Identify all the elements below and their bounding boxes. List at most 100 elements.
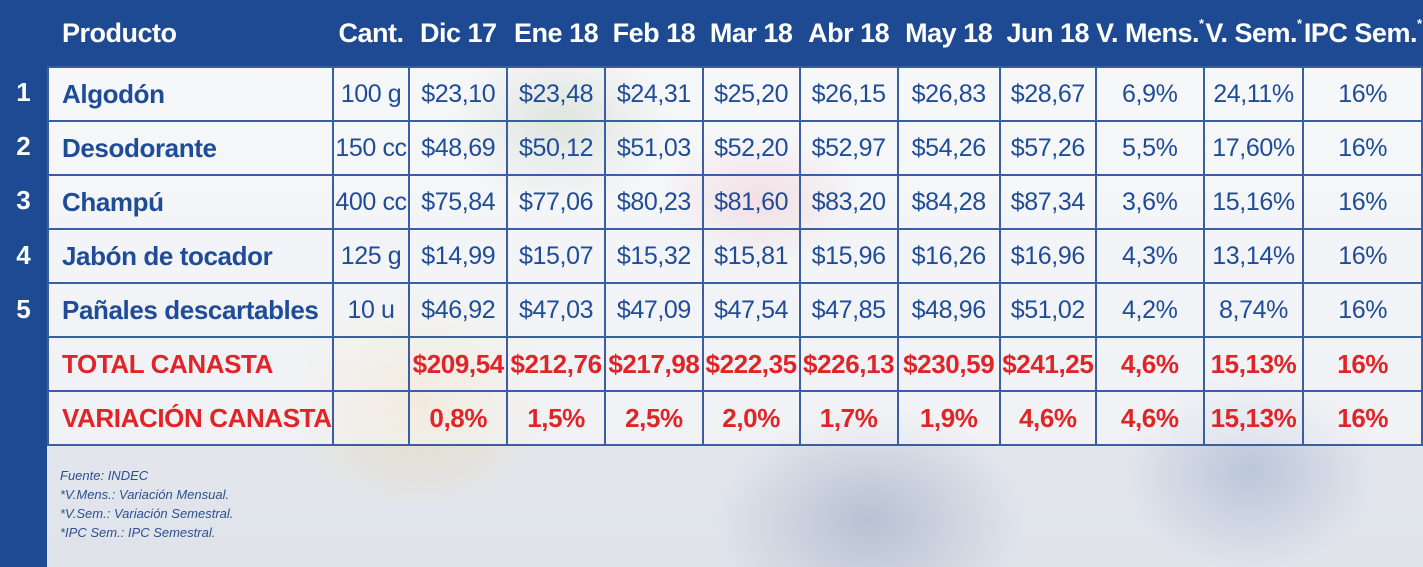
quantity-cell: 150 cc <box>331 120 411 176</box>
price-cell: $16,26 <box>896 228 1001 284</box>
variation-cell: 2,0% <box>701 390 801 446</box>
price-cell: $15,81 <box>701 228 801 284</box>
variation-cell: 1,5% <box>505 390 607 446</box>
footnote-source: Fuente: INDEC <box>60 468 149 483</box>
product-name: Pañales descartables <box>47 282 334 338</box>
v-sem-cell: 15,13% <box>1202 336 1305 392</box>
price-cell: $52,20 <box>701 120 801 176</box>
price-cell: $28,67 <box>998 66 1097 122</box>
table-row: Champú 400 cc $75,84 $77,06 $80,23 $81,6… <box>47 174 1423 230</box>
quantity-cell <box>331 336 411 392</box>
footnote-v-mens: *V.Mens.: Variación Mensual. <box>60 487 230 502</box>
price-cell: $50,12 <box>505 120 607 176</box>
table-row: Pañales descartables 10 u $46,92 $47,03 … <box>47 282 1423 338</box>
total-cell: $209,54 <box>408 336 508 392</box>
v-sem-cell: 24,11% <box>1202 66 1305 122</box>
v-mens-cell: 3,6% <box>1094 174 1205 230</box>
column-header-ipc-sem: IPC Sem.* <box>1303 15 1422 48</box>
price-cell: $26,15 <box>798 66 899 122</box>
price-cell: $23,10 <box>408 66 508 122</box>
ipc-sem-cell: 16% <box>1302 120 1423 176</box>
price-cell: $15,96 <box>798 228 899 284</box>
price-cell: $16,96 <box>998 228 1097 284</box>
price-cell: $48,69 <box>408 120 508 176</box>
price-cell: $47,54 <box>701 282 801 338</box>
variation-cell: 2,5% <box>604 390 704 446</box>
price-cell: $87,34 <box>998 174 1097 230</box>
row-number: 1 <box>16 77 31 107</box>
row-number: 4 <box>16 240 31 270</box>
price-cell: $15,32 <box>604 228 704 284</box>
v-sem-cell: 15,13% <box>1202 390 1305 446</box>
price-cell: $46,92 <box>408 282 508 338</box>
table-row: Desodorante 150 cc $48,69 $50,12 $51,03 … <box>47 120 1423 176</box>
variation-cell: 0,8% <box>408 390 508 446</box>
v-mens-cell: 4,3% <box>1094 228 1205 284</box>
column-header-v-sem: V. Sem.* <box>1205 15 1302 48</box>
footnote-v-sem: *V.Sem.: Variación Semestral. <box>60 506 234 521</box>
price-cell: $25,20 <box>701 66 801 122</box>
left-band <box>0 0 47 567</box>
price-cell: $57,26 <box>998 120 1097 176</box>
quantity-cell: 100 g <box>331 66 411 122</box>
price-table: Producto Cant. Dic 17 Ene 18 Feb 18 Mar … <box>47 0 1423 446</box>
v-mens-cell: 4,6% <box>1094 336 1205 392</box>
price-cell: $51,02 <box>998 282 1097 338</box>
variation-cell: 1,9% <box>896 390 1001 446</box>
column-header-producto: Producto <box>62 17 177 48</box>
price-cell: $14,99 <box>408 228 508 284</box>
price-cell: $84,28 <box>896 174 1001 230</box>
ipc-sem-cell: 16% <box>1302 282 1423 338</box>
total-cell: $217,98 <box>604 336 704 392</box>
quantity-cell: 10 u <box>331 282 411 338</box>
price-cell: $26,83 <box>896 66 1001 122</box>
quantity-cell: 400 cc <box>331 174 411 230</box>
footnote-ipc-sem: *IPC Sem.: IPC Semestral. <box>60 525 216 540</box>
ipc-sem-cell: 16% <box>1302 336 1423 392</box>
product-name: Desodorante <box>47 120 334 176</box>
price-cell: $15,07 <box>505 228 607 284</box>
price-cell: $24,31 <box>604 66 704 122</box>
total-cell: $212,76 <box>505 336 607 392</box>
price-cell: $47,85 <box>798 282 899 338</box>
price-cell: $47,09 <box>604 282 704 338</box>
price-cell: $47,03 <box>505 282 607 338</box>
footnotes: Fuente: INDEC *V.Mens.: Variación Mensua… <box>60 466 233 542</box>
price-cell: $75,84 <box>408 174 508 230</box>
column-header-cant: Cant. <box>338 17 404 48</box>
ipc-sem-cell: 16% <box>1302 66 1423 122</box>
ipc-sem-cell: 16% <box>1302 390 1423 446</box>
v-mens-cell: 5,5% <box>1094 120 1205 176</box>
price-cell: $77,06 <box>505 174 607 230</box>
column-header-dic17: Dic 17 <box>419 17 497 48</box>
table-row: Algodón 100 g $23,10 $23,48 $24,31 $25,2… <box>47 66 1423 122</box>
price-cell: $80,23 <box>604 174 704 230</box>
column-header-jun18: Jun 18 <box>1006 17 1090 48</box>
v-mens-cell: 6,9% <box>1094 66 1205 122</box>
header-band <box>0 0 1423 66</box>
total-cell: $230,59 <box>896 336 1001 392</box>
v-sem-cell: 15,16% <box>1202 174 1305 230</box>
column-header-abr18: Abr 18 <box>808 17 890 48</box>
quantity-cell <box>331 390 411 446</box>
variation-cell: 1,7% <box>798 390 899 446</box>
column-header-feb18: Feb 18 <box>612 17 696 48</box>
v-sem-cell: 17,60% <box>1202 120 1305 176</box>
total-canasta-row: TOTAL CANASTA $209,54 $212,76 $217,98 $2… <box>47 336 1423 392</box>
ipc-sem-cell: 16% <box>1302 228 1423 284</box>
column-header-v-mens: V. Mens.* <box>1095 15 1204 48</box>
column-header-mar18: Mar 18 <box>709 17 793 48</box>
price-cell: $23,48 <box>505 66 607 122</box>
v-mens-cell: 4,6% <box>1094 390 1205 446</box>
price-cell: $54,26 <box>896 120 1001 176</box>
ipc-sem-cell: 16% <box>1302 174 1423 230</box>
v-sem-cell: 13,14% <box>1202 228 1305 284</box>
table-header-row: Producto Cant. Dic 17 Ene 18 Feb 18 Mar … <box>48 0 1422 67</box>
product-name: Jabón de tocador <box>47 228 334 284</box>
price-cell: $52,97 <box>798 120 899 176</box>
total-cell: $226,13 <box>798 336 899 392</box>
total-label: TOTAL CANASTA <box>47 336 334 392</box>
price-cell: $81,60 <box>701 174 801 230</box>
table-row: Jabón de tocador 125 g $14,99 $15,07 $15… <box>47 228 1423 284</box>
row-number: 3 <box>16 185 31 215</box>
